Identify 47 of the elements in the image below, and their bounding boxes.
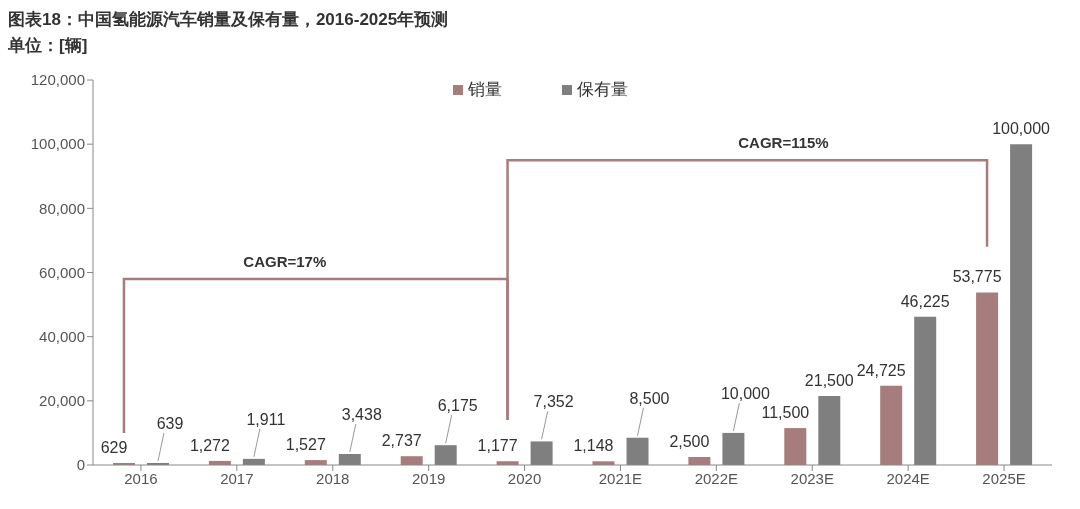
y-tick-label: 20,000 xyxy=(39,392,85,410)
y-tick-label: 120,000 xyxy=(30,71,85,89)
legend-label: 销量 xyxy=(467,79,502,101)
y-tick-label: 100,000 xyxy=(30,135,85,153)
data-label: 2,737 xyxy=(381,432,422,450)
data-label: 46,225 xyxy=(900,292,950,310)
chart-title: 图表18：中国氢能源汽车销量及保有量，2016-2025年预测 xyxy=(8,9,450,31)
data-label: 10,000 xyxy=(720,384,770,402)
data-label: 3,438 xyxy=(341,405,382,423)
y-tick-label: 80,000 xyxy=(39,199,85,217)
data-label: 11,500 xyxy=(761,404,810,422)
data-label: 6,175 xyxy=(437,397,478,415)
x-tick-label: 2016 xyxy=(124,469,158,487)
y-tick-label: 0 xyxy=(76,456,85,474)
x-tick-label: 2020 xyxy=(507,469,542,487)
x-tick-label: 2019 xyxy=(411,469,446,487)
y-tick-label: 40,000 xyxy=(39,327,85,345)
x-tick-label: 2024E xyxy=(886,469,930,487)
x-tick-label: 2023E xyxy=(790,469,834,487)
bar xyxy=(880,385,903,465)
x-tick-label: 2017 xyxy=(220,469,254,487)
annotation: CAGR=17% xyxy=(243,252,327,270)
data-label: 7,352 xyxy=(533,393,574,411)
data-label: 21,500 xyxy=(804,372,854,390)
data-label: 1,527 xyxy=(285,436,326,454)
data-label: 629 xyxy=(100,438,128,456)
data-label: 1,911 xyxy=(246,410,286,428)
data-label: 1,148 xyxy=(573,437,614,455)
data-label: 2,500 xyxy=(669,432,710,450)
data-label: 1,177 xyxy=(477,437,518,455)
bar xyxy=(976,292,999,465)
x-tick-label: 2025E xyxy=(982,469,1026,487)
x-tick-label: 2021E xyxy=(598,469,643,487)
chart-subtitle: 单位：[辆] xyxy=(8,35,89,57)
data-label: 1,272 xyxy=(189,436,231,454)
legend-label: 保有量 xyxy=(576,79,628,101)
data-label: 100,000 xyxy=(992,120,1051,138)
data-label: 53,775 xyxy=(952,268,1002,286)
x-tick-label: 2018 xyxy=(316,469,350,487)
data-label: 24,725 xyxy=(856,361,906,379)
data-label: 639 xyxy=(156,414,184,432)
data-label: 8,500 xyxy=(629,389,670,407)
bar xyxy=(784,428,807,465)
y-tick-label: 60,000 xyxy=(39,263,85,281)
bar xyxy=(400,456,423,465)
annotation: CAGR=115% xyxy=(738,134,829,152)
x-tick-label: 2022E xyxy=(694,469,739,487)
